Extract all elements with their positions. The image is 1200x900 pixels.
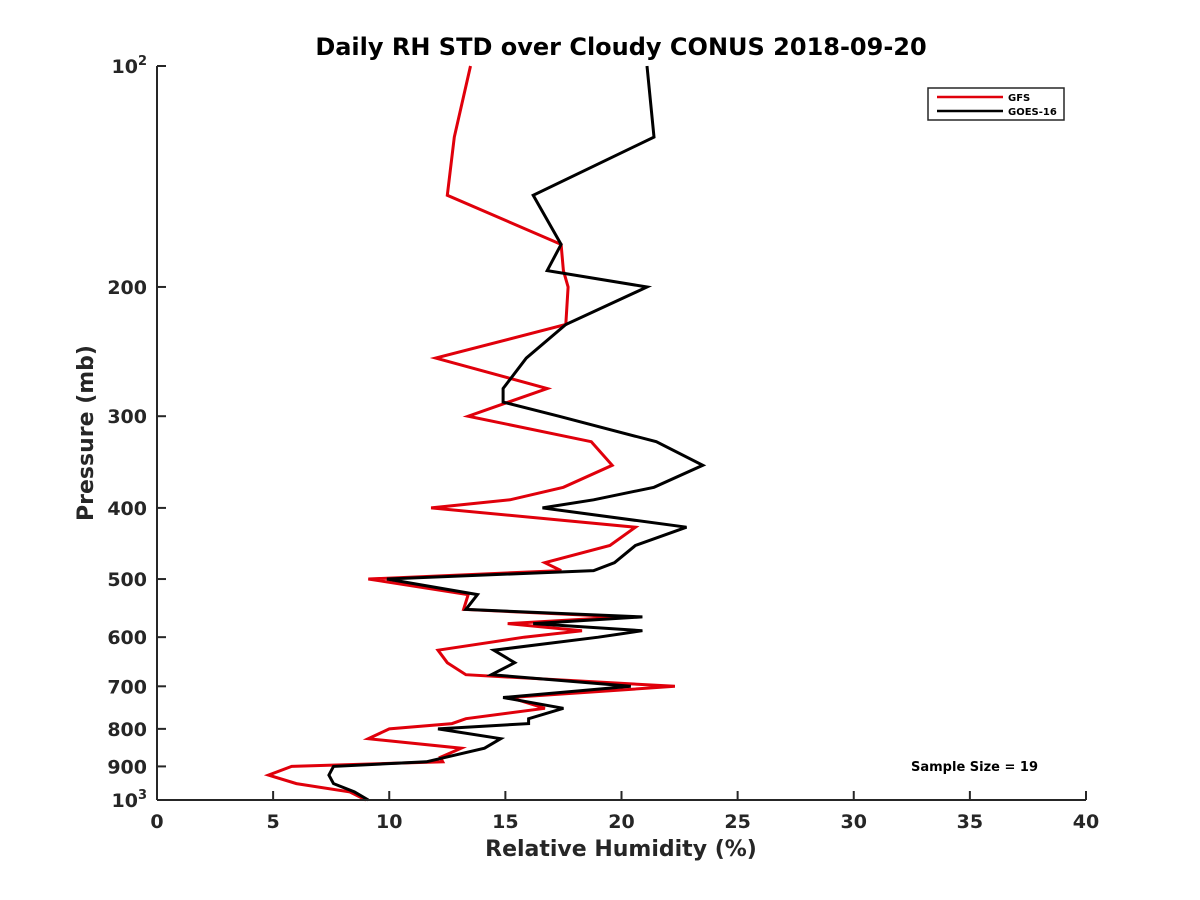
sample-size-annotation: Sample Size = 19: [911, 760, 1038, 775]
y-tick-label: 700: [107, 676, 147, 698]
y-axis-label: Pressure (mb): [74, 345, 99, 521]
y-tick-label: 102: [112, 54, 148, 78]
x-tick-label: 10: [376, 811, 402, 833]
chart-title: Daily RH STD over Cloudy CONUS 2018-09-2…: [315, 33, 926, 61]
y-tick-label: 300: [107, 406, 147, 428]
y-tick-label: 200: [107, 277, 147, 299]
legend: GFS GOES-16: [927, 87, 1065, 121]
x-axis-ticks: 0 5 10 15 20 25 30 35 40: [150, 791, 1099, 833]
plot-area: 0 5 10 15 20 25 30 35 40 102 200 300 400 500 600 700 80…: [107, 54, 1099, 833]
y-tick-label: 800: [107, 719, 147, 741]
y-tick-label: 103: [112, 788, 148, 812]
x-tick-label: 20: [608, 811, 634, 833]
x-tick-label: 0: [150, 811, 163, 833]
x-axis-label: Relative Humidity (%): [485, 837, 757, 862]
series-line-goes16: [327, 65, 707, 802]
legend-label-goes16: GOES-16: [1008, 107, 1057, 118]
y-tick-label: 900: [107, 756, 147, 778]
y-tick-label: 500: [107, 569, 147, 591]
x-tick-label: 15: [492, 811, 518, 833]
x-tick-label: 35: [957, 811, 983, 833]
legend-label-gfs: GFS: [1008, 93, 1030, 104]
x-tick-label: 40: [1073, 811, 1099, 833]
series-layer: [263, 65, 707, 802]
y-tick-label: 400: [107, 498, 147, 520]
x-tick-label: 30: [841, 811, 867, 833]
series-line-gfs: [263, 65, 676, 802]
legend-box: [927, 87, 1065, 121]
y-tick-label: 600: [107, 627, 147, 649]
x-tick-label: 25: [724, 811, 750, 833]
x-tick-label: 5: [267, 811, 280, 833]
y-axis-ticks: 102 200 300 400 500 600 700 800 900 103: [107, 54, 166, 812]
